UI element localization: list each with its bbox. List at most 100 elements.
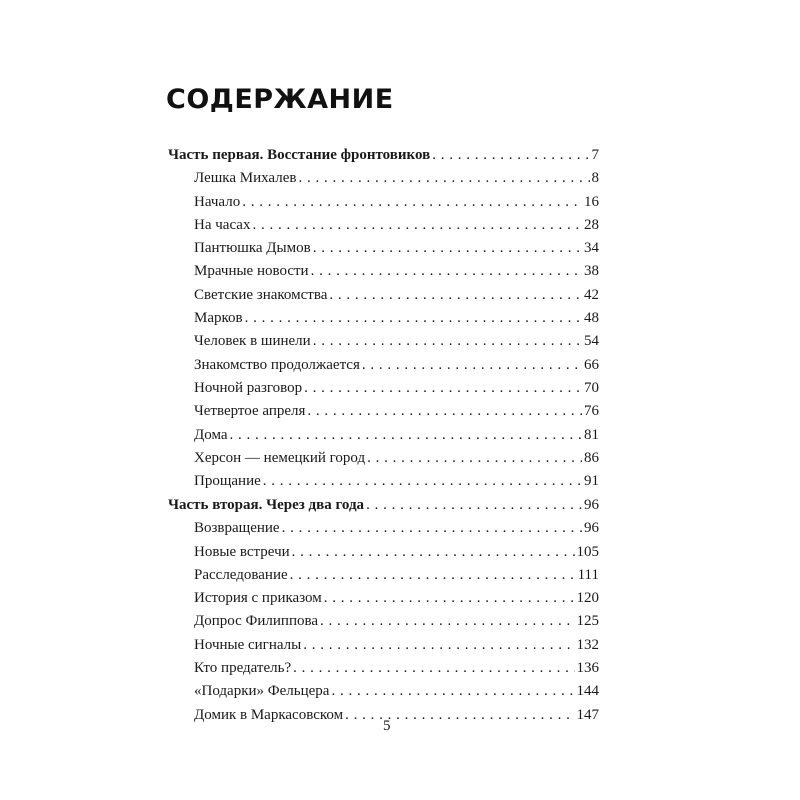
dot-leader xyxy=(331,680,574,703)
dot-leader xyxy=(432,144,589,167)
dot-leader xyxy=(362,354,582,377)
toc-entry-page: 70 xyxy=(584,379,599,396)
dot-leader xyxy=(367,447,582,470)
toc-entry-title: Часть вторая. Через два года xyxy=(168,497,365,513)
toc-entry-page: 96 xyxy=(584,497,599,513)
toc-entry-page: 105 xyxy=(576,543,600,560)
dot-leader xyxy=(345,704,574,727)
toc-entry-page: 81 xyxy=(584,426,599,443)
dot-leader xyxy=(292,541,575,564)
toc-chapter-entry[interactable]: На часах 28 xyxy=(168,214,599,237)
dot-leader xyxy=(290,564,576,587)
toc-entry-page: 111 xyxy=(577,566,599,583)
toc-entry-title: Прощание xyxy=(194,473,261,490)
toc-chapter-entry[interactable]: Начало 16 xyxy=(168,191,599,214)
toc-chapter-entry[interactable]: Человек в шинели 54 xyxy=(168,330,599,353)
toc-part-heading[interactable]: Часть вторая. Через два года 96 xyxy=(168,494,599,517)
toc-chapter-entry[interactable]: Кто предатель? 136 xyxy=(168,657,599,680)
toc-part-1: Часть первая. Восстание фронтовиков 7 Лешк… xyxy=(168,144,599,493)
dot-leader xyxy=(366,494,582,517)
toc-entry-page: 38 xyxy=(584,263,599,280)
toc-entry-title: На часах xyxy=(194,216,251,233)
toc-entry-page: 42 xyxy=(584,286,599,303)
toc-entry-title: Расследование xyxy=(194,566,288,583)
toc-entry-title: Ночной разговор xyxy=(194,379,303,396)
dot-leader xyxy=(263,470,582,493)
dot-leader xyxy=(313,237,582,260)
toc-chapter-entry[interactable]: Пантюшка Дымов 34 xyxy=(168,237,599,260)
dot-leader xyxy=(298,167,589,190)
toc-entry-page: 136 xyxy=(576,660,600,677)
toc-entry-title: Часть первая. Восстание фронтовиков xyxy=(168,147,431,163)
dot-leader xyxy=(252,214,582,237)
toc-entry-title: Новые встречи xyxy=(194,543,290,560)
dot-leader xyxy=(293,657,574,680)
toc-chapter-entry[interactable]: Ночной разговор 70 xyxy=(168,377,599,400)
toc-entry-title: Четвертое апреля xyxy=(194,403,306,420)
dot-leader xyxy=(311,260,582,283)
toc-entry-page: 48 xyxy=(584,310,599,327)
toc-chapter-entry[interactable]: Домик в Маркасовском 147 xyxy=(168,704,599,727)
toc-entry-page: 28 xyxy=(584,216,599,233)
toc-chapter-entry[interactable]: Возвращение 96 xyxy=(168,517,599,540)
toc-chapter-entry[interactable]: История с приказом 120 xyxy=(168,587,599,610)
dot-leader xyxy=(324,587,575,610)
toc-entry-title: История с приказом xyxy=(194,590,322,607)
toc-entry-title: Домик в Маркасовском xyxy=(194,706,344,723)
toc-entry-title: Знакомство продолжается xyxy=(194,356,360,373)
toc-chapter-entry[interactable]: Светские знакомства 42 xyxy=(168,284,599,307)
toc-chapter-entry[interactable]: Новые встречи 105 xyxy=(168,541,599,564)
toc-entry-title: Начало xyxy=(194,193,241,210)
toc-chapter-entry[interactable]: Расследование 111 xyxy=(168,564,599,587)
toc-chapter-entry[interactable]: Лешка Михалев 8 xyxy=(168,167,599,190)
toc-entry-page: 144 xyxy=(576,683,600,700)
toc-entry-page: 86 xyxy=(584,449,599,466)
dot-leader xyxy=(304,377,582,400)
toc-entry-page: 132 xyxy=(576,636,600,653)
toc-entry-title: Лешка Михалев xyxy=(194,170,297,187)
toc-part-2: Часть вторая. Через два года 96 Возвращени… xyxy=(168,494,599,727)
toc-entry-page: 147 xyxy=(576,706,600,723)
toc-entry-title: Пантюшка Дымов xyxy=(194,240,311,257)
toc-entry-page: 34 xyxy=(584,240,599,257)
toc-entry-page: 7 xyxy=(591,147,600,163)
toc-chapter-entry[interactable]: Прощание 91 xyxy=(168,470,599,493)
toc-chapter-entry[interactable]: Четвертое апреля 76 xyxy=(168,400,599,423)
dot-leader xyxy=(329,284,582,307)
toc-chapter-entry[interactable]: Допрос Филиппова 125 xyxy=(168,610,599,633)
toc-entry-title: Допрос Филиппова xyxy=(194,613,319,630)
toc-chapter-entry[interactable]: Мрачные новости 38 xyxy=(168,260,599,283)
toc-entry-page: 76 xyxy=(584,403,599,420)
toc-entry-title: Мрачные новости xyxy=(194,263,309,280)
toc-chapter-entry[interactable]: Херсон — немецкий город 86 xyxy=(168,447,599,470)
toc-entry-page: 125 xyxy=(576,613,600,630)
toc-chapter-entry[interactable]: «Подарки» Фельцера 144 xyxy=(168,680,599,703)
toc-entry-title: Ночные сигналы xyxy=(194,636,302,653)
toc-entry-title: Марков xyxy=(194,310,243,327)
dot-leader xyxy=(307,400,582,423)
toc-chapter-entry[interactable]: Знакомство продолжается 66 xyxy=(168,354,599,377)
toc-chapter-entry[interactable]: Ночные сигналы 132 xyxy=(168,634,599,657)
dot-leader xyxy=(282,517,582,540)
dot-leader xyxy=(320,610,574,633)
dot-leader xyxy=(242,191,582,214)
page-title: СОДЕРЖАНИЕ xyxy=(166,84,394,115)
toc-chapter-entry[interactable]: Дома 81 xyxy=(168,424,599,447)
toc-entry-page: 66 xyxy=(584,356,599,373)
dot-leader xyxy=(245,307,582,330)
toc-entry-title: Кто предатель? xyxy=(194,660,292,677)
toc-entry-page: 8 xyxy=(591,170,600,187)
dot-leader xyxy=(303,634,574,657)
dot-leader xyxy=(313,330,582,353)
toc-entry-title: Херсон — немецкий город xyxy=(194,449,366,466)
toc-entry-page: 54 xyxy=(584,333,599,350)
toc-entry-title: Светские знакомства xyxy=(194,286,328,303)
toc-entry-title: Дома xyxy=(194,426,228,443)
toc-entry-title: «Подарки» Фельцера xyxy=(194,683,330,700)
dot-leader xyxy=(230,424,583,447)
toc-entry-title: Человек в шинели xyxy=(194,333,311,350)
toc-chapter-entry[interactable]: Марков 48 xyxy=(168,307,599,330)
toc-part-heading[interactable]: Часть первая. Восстание фронтовиков 7 xyxy=(168,144,599,167)
toc-entry-title: Возвращение xyxy=(194,520,280,537)
toc-entry-page: 120 xyxy=(576,590,600,607)
